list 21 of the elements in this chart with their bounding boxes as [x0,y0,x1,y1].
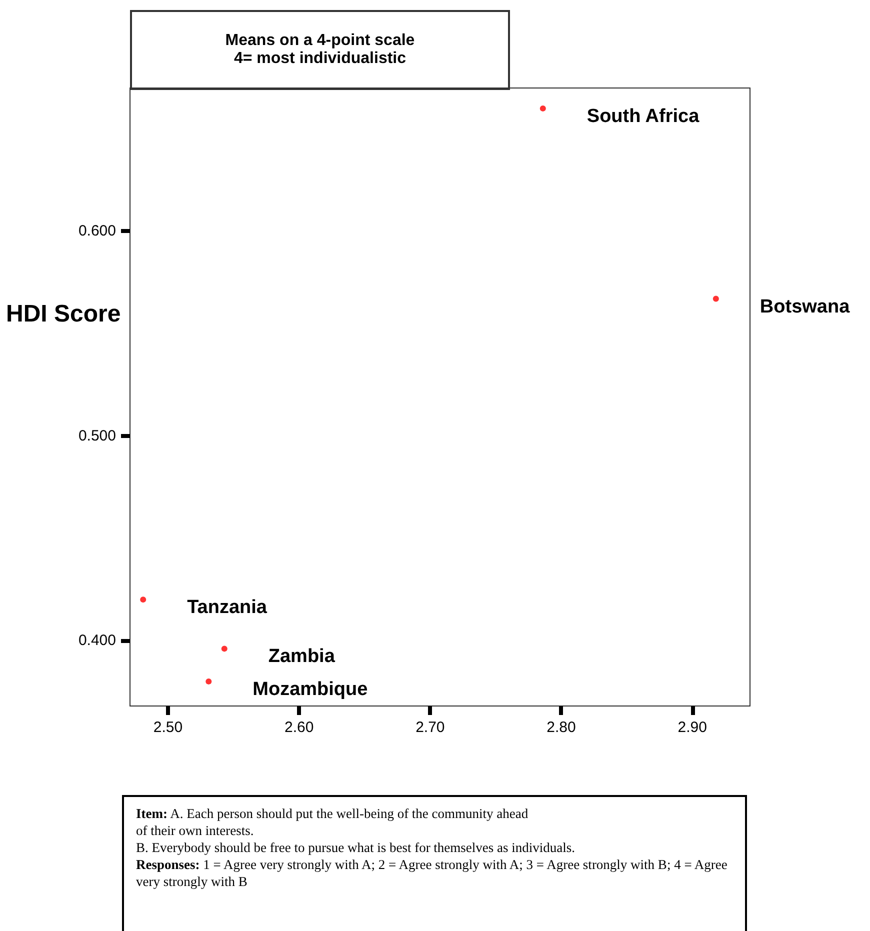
annotation: Mozambique [252,678,368,700]
annotation: Botswana [760,296,850,318]
annotation: South Africa [586,106,700,127]
y-tick-label: 0.400 [78,632,116,650]
y-tick-label: 0.600 [78,222,116,240]
x-tick-label: 2.80 [546,719,576,736]
y-axis-title: HDI Score [6,300,121,328]
point [206,678,212,684]
y-tick-label: 0.500 [78,427,116,444]
chart-title: Means on a 4-point scale 4= most individualistic [130,10,510,90]
x-tick-label: 2.70 [416,719,445,736]
x-tick-label: 2.90 [678,719,707,736]
point [140,596,146,603]
point [712,296,719,302]
point [221,646,228,652]
x-tick-label: 2.60 [284,719,314,736]
annotation: Tanzania [187,597,268,618]
x-tick-label: 2.50 [153,719,183,736]
annotation: Zambia [268,646,336,668]
text: Item: A. Each person should put the well-being of the community ahead of their own interests. B. Everybody should be free to pursue what is best for themselves as individuals. Responses: 1 = Agree very strongly with A; 2 = Agree strongly with A; 3 = Agree strongly with B; 4 = Agree very strongly with B [136,805,728,890]
point [540,105,546,112]
